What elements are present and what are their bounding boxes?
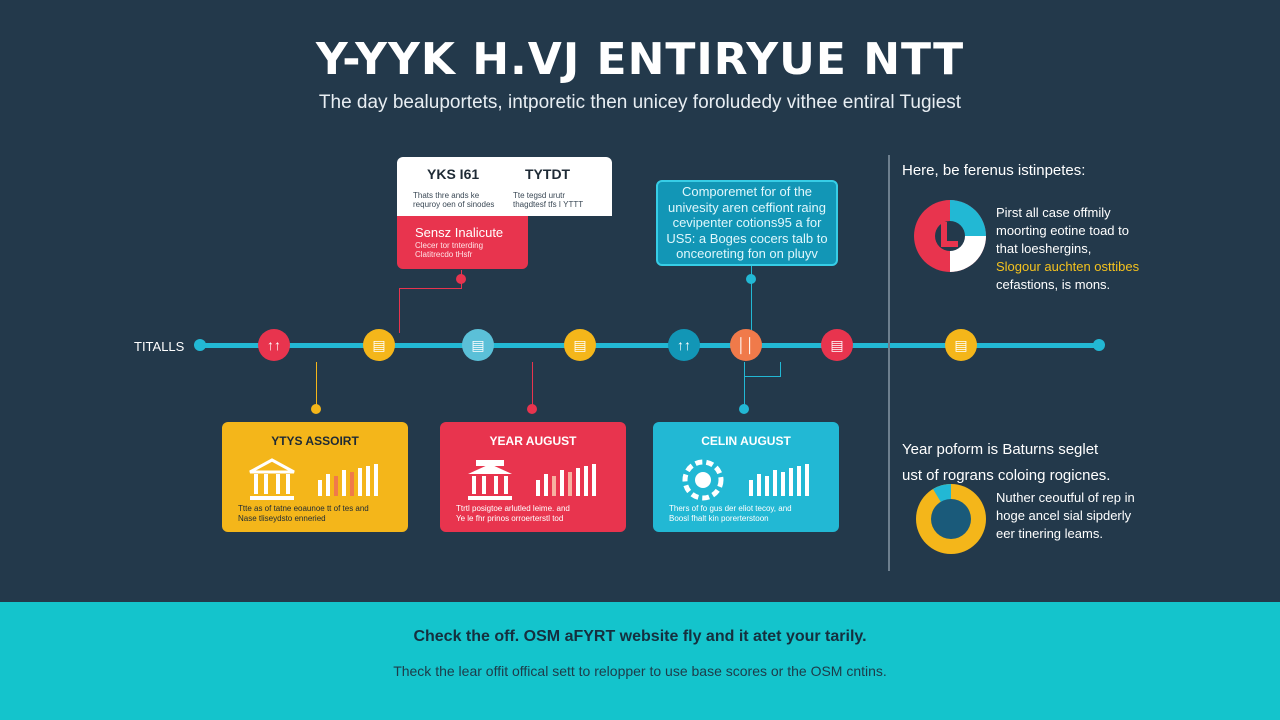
timeline-node-chart-icon[interactable]: ↑↑ [668, 329, 700, 361]
timeline-node-school-icon[interactable]: ▤ [564, 329, 596, 361]
card-1: YTYS ASSOIRT Ttte as of tatne eoaunoe tt… [222, 422, 408, 532]
timeline-node-building-icon[interactable]: ▤ [363, 329, 395, 361]
footer-banner: Check the off. OSM aFYRT website fly and… [0, 602, 1280, 720]
panel-divider [888, 155, 890, 571]
callout-line: Comporemet for of the [681, 184, 813, 199]
callout-col1-note: Thats thre ands ke requroy oen of sinode… [413, 191, 495, 209]
connector-dot [456, 274, 466, 284]
right-panel-text: Pirst all case offmily moorting eotine t… [996, 204, 1139, 294]
right-panel-text-2: Nuther ceoutful of rep in hoge ancel sia… [996, 489, 1135, 543]
connector-line [316, 362, 317, 408]
page-title: Y-YYK H.VJ ENTIRYUE NTT [315, 34, 965, 85]
connector-line [399, 288, 462, 289]
chart-icon: ││ [737, 337, 755, 353]
page-subtitle: The day bealuportets, intporetic then un… [318, 92, 962, 113]
bars-icon [318, 464, 378, 496]
card-title: CELIN AUGUST [701, 434, 791, 448]
connector-line [744, 376, 781, 377]
timeline-node-document-icon[interactable]: ▤ [462, 329, 494, 361]
right-panel-heading: Here, be ferenus istinpetes: [902, 162, 1086, 179]
building-icon: ▤ [372, 336, 386, 353]
card-note: Ttte as of tatne eoaunoe tt of tes and N… [238, 504, 369, 523]
chart-icon: ↑↑ [267, 337, 281, 353]
museum-icon [468, 460, 512, 500]
timeline-label: TITALLS [134, 339, 185, 354]
text-highlight: Slogour auchten osttibes [996, 259, 1140, 274]
connector-line [751, 266, 752, 330]
callout-col1-title: YKS I61 [427, 166, 480, 182]
card-title: YTYS ASSOIRT [271, 434, 359, 448]
timeline-node-bus-icon[interactable]: ▤ [821, 329, 853, 361]
callout-red-box: Sensz Inalicute Clecer tor tnterding Cla… [397, 216, 528, 269]
card-note: Thers of fo gus der eliot tecoy, and Boo… [669, 504, 792, 523]
timeline-node-chart-icon[interactable]: ↑↑ [258, 329, 290, 361]
heading-line: Year poform is Baturns seglet [902, 441, 1099, 458]
footer-headline: Check the off. OSM aFYRT website fly and… [413, 628, 867, 645]
card-3: CELIN AUGUST Thers of fo gus der eliot t… [653, 422, 839, 532]
timeline-line [198, 343, 1100, 348]
document-icon: ▤ [471, 336, 485, 353]
callout-col2-note: Tte tegsd urutr thagdtesf tfs I YTTT [513, 191, 584, 209]
connector-line [532, 362, 533, 408]
connector-dot [311, 404, 321, 414]
timeline-end-dot [1093, 339, 1105, 351]
heading-line: ust of rograns coloing rogicnes. [902, 467, 1111, 484]
bars-icon [749, 464, 809, 496]
footer-text: Theck the lear offit offical sett to rel… [393, 663, 887, 679]
donut-chart-icon [916, 484, 986, 554]
bars-icon [536, 464, 596, 496]
text-line: Pirst all case offmily [996, 205, 1111, 220]
callout-line: onceoreting fon on pluyv [676, 246, 818, 261]
text-line: Nuther ceoutful of rep in [996, 490, 1135, 505]
timeline-node-chart-icon[interactable]: ││ [730, 329, 762, 361]
callout-line: univesity aren ceffiont raing [667, 199, 827, 215]
callout-red-title: Sensz Inalicute [415, 225, 504, 240]
bus-icon: ▤ [830, 336, 844, 353]
connector-line [780, 362, 781, 377]
card-title: YEAR AUGUST [489, 434, 577, 448]
connector-dot [746, 274, 756, 284]
callout-line: US5: a Boges cocers talb to [666, 230, 828, 246]
text-line: moorting eotine toad to [996, 223, 1129, 238]
callout-top-right: Comporemet for of the univesity aren cef… [656, 180, 838, 266]
callout-col2-title: TYTDT [525, 166, 571, 182]
right-panel-heading-2: Year poform is Baturns seglet ust of rog… [902, 437, 1110, 489]
museum-icon [249, 458, 295, 500]
connector-line [744, 362, 745, 408]
callout-top-left: YKS I61 Thats thre ands ke requroy oen o… [397, 157, 612, 269]
pie-chart-icon [914, 200, 986, 272]
timeline-start-dot [194, 339, 206, 351]
timeline-node-card-icon[interactable]: ▤ [945, 329, 977, 361]
callout-line: cevipenter cotions95 a for [672, 215, 822, 230]
card-icon: ▤ [954, 336, 968, 353]
callout-red-note: Clecer tor tnterding Clatitrecdo tHsfr [415, 241, 484, 259]
text-line: eer tinering leams. [996, 526, 1103, 541]
connector-line [399, 288, 400, 333]
gear-icon [682, 459, 724, 501]
chart-icon: ↑↑ [677, 337, 691, 353]
text-line: hoge ancel sial sipderly [996, 508, 1132, 523]
connector-dot [527, 404, 537, 414]
school-icon: ▤ [573, 336, 587, 353]
text-line: that loeshergins, [996, 241, 1092, 256]
card-note: Ttrtl posigtoe arlutled leime. and Ye le… [456, 504, 570, 523]
card-2: YEAR AUGUST Ttrtl posigtoe arlutled leim… [440, 422, 626, 532]
text-line: cefastions, is mons. [996, 277, 1111, 292]
connector-dot [739, 404, 749, 414]
